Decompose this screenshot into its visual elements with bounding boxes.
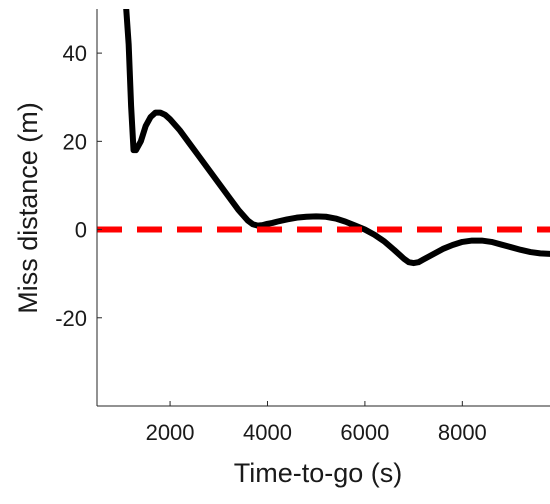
y-tick-label: -20 — [55, 306, 87, 331]
x-tick-label: 2000 — [146, 420, 195, 445]
y-axis-label: Miss distance (m) — [13, 102, 43, 314]
x-tick-label: 6000 — [340, 420, 389, 445]
y-tick-label: 0 — [75, 218, 87, 243]
x-axis-label: Time-to-go (s) — [234, 458, 403, 488]
x-tick-label: 4000 — [243, 420, 292, 445]
plot-area — [97, 9, 550, 406]
y-tick-label: 40 — [63, 41, 87, 66]
axes-layer — [96, 9, 550, 407]
y-axis-ticks: -20 0 20 40 — [55, 41, 102, 331]
series-layer — [97, 9, 550, 267]
x-tick-label: 8000 — [438, 420, 487, 445]
y-tick-label: 20 — [63, 129, 87, 154]
miss-distance-curve — [123, 9, 550, 267]
plot-background — [97, 9, 550, 406]
x-axis-ticks: 2000 4000 6000 8000 — [146, 401, 487, 445]
